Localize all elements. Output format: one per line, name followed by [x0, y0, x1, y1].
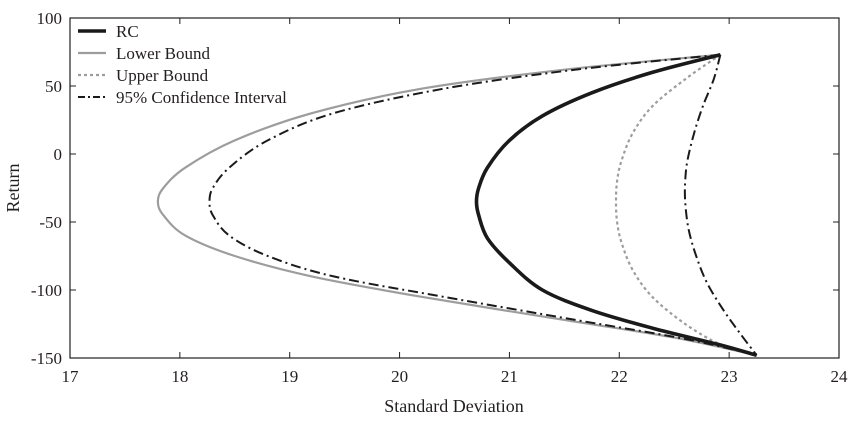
series-line-upper-bound — [614, 53, 757, 357]
series-layer — [156, 52, 758, 358]
y-tick-label: -150 — [31, 349, 62, 368]
y-tick-label: -100 — [31, 281, 62, 300]
x-tick-label: 17 — [62, 367, 80, 386]
x-tick-label: 23 — [721, 367, 738, 386]
x-tick-label: 24 — [831, 367, 849, 386]
legend-label: Lower Bound — [116, 44, 210, 63]
y-tick-label: -50 — [39, 213, 62, 232]
series-line-95-confidence-interval — [208, 53, 757, 357]
legend-label: 95% Confidence Interval — [116, 88, 287, 107]
y-tick-label: 0 — [54, 145, 63, 164]
legend-label: Upper Bound — [116, 66, 209, 85]
y-tick-label: 100 — [37, 9, 63, 28]
series-line-confidence-interval-upper-arm — [683, 54, 758, 356]
x-tick-label: 19 — [281, 367, 298, 386]
x-tick-label: 18 — [171, 367, 188, 386]
x-tick-label: 22 — [611, 367, 628, 386]
legend: RC Lower Bound Upper Bound 95% Confidence I… — [78, 22, 287, 107]
x-tick-label: 20 — [391, 367, 408, 386]
y-axis: 100 50 0 -50 -100 -150 — [31, 9, 839, 368]
x-axis-title: Standard Deviation — [384, 396, 523, 416]
series-line-lower-bound — [156, 53, 757, 357]
legend-label: RC — [116, 22, 139, 41]
x-tick-label: 21 — [501, 367, 518, 386]
series-line-rc — [474, 52, 758, 358]
plot-area-frame — [69, 17, 840, 359]
y-axis-title: Return — [3, 164, 23, 213]
x-axis: 17 18 19 20 21 22 23 24 — [62, 18, 849, 386]
y-tick-label: 50 — [45, 77, 62, 96]
